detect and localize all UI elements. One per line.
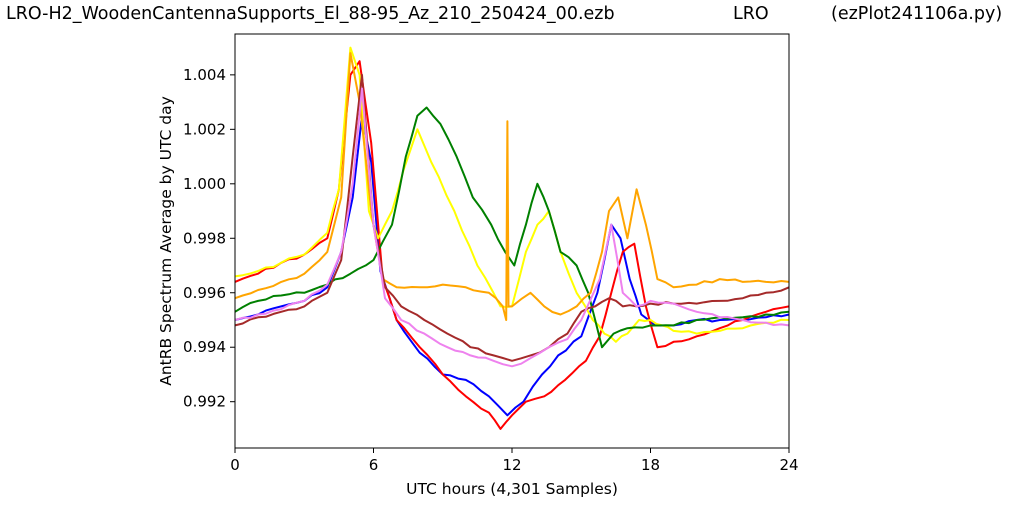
y-axis-label: AntRB Spectrum Average by UTC day [157,96,175,386]
program-label: (ezPlot241106a.py) [831,4,1003,24]
y-tick-label: 1.004 [183,66,226,84]
series-layer [234,46,790,430]
series-line-5 [234,52,790,321]
y-tick-label: 0.998 [183,229,226,247]
y-tick-label: 0.992 [183,393,226,411]
y-tick-label: 0.996 [183,284,226,302]
title-bar: LRO-H2_WoodenCantennaSupports_El_88-95_A… [0,4,1024,34]
series-line-2 [234,60,790,430]
x-axis-label: UTC hours (4,301 Samples) [406,480,618,498]
y-tick-label: 1.000 [183,175,226,193]
y-tick-label: 0.994 [183,338,226,356]
y-tick-label: 1.002 [183,120,226,138]
series-line-1 [234,114,790,417]
x-tick-label: 12 [502,456,521,474]
x-tick-label: 6 [369,456,379,474]
series-line-4 [234,106,790,349]
y-axis: 0.992 0.994 0.996 0.998 1.000 1.002 1.004 [183,66,235,411]
plot-file-title: LRO-H2_WoodenCantennaSupports_El_88-95_A… [6,4,615,24]
x-axis: 0 6 12 18 24 [230,448,799,474]
site-label: LRO [733,4,769,24]
x-tick-label: 18 [641,456,660,474]
x-tick-label: 24 [779,456,798,474]
series-line-6 [234,73,790,362]
x-tick-label: 0 [230,456,240,474]
series-line-7 [234,87,790,368]
series-line-3 [234,46,790,343]
